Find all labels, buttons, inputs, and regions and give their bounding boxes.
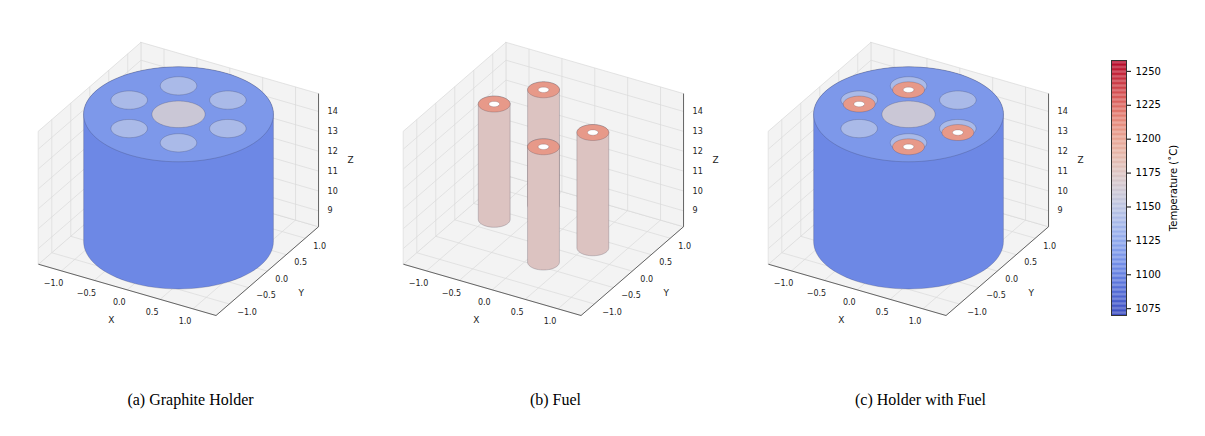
- svg-text:−0.5: −0.5: [986, 291, 1005, 300]
- svg-text:13: 13: [1058, 127, 1068, 136]
- svg-text:1.0: 1.0: [909, 317, 922, 326]
- svg-text:Z: Z: [712, 155, 718, 165]
- svg-text:0.0: 0.0: [113, 298, 126, 307]
- svg-text:0.5: 0.5: [146, 308, 159, 317]
- svg-text:1.0: 1.0: [179, 317, 192, 326]
- svg-text:0.0: 0.0: [843, 298, 856, 307]
- svg-text:0.5: 0.5: [294, 258, 307, 267]
- svg-text:1125: 1125: [1136, 235, 1161, 246]
- svg-text:−0.5: −0.5: [621, 291, 640, 300]
- svg-text:0.5: 0.5: [659, 258, 672, 267]
- svg-text:1100: 1100: [1136, 269, 1161, 280]
- svg-text:X: X: [473, 315, 479, 325]
- svg-text:11: 11: [693, 167, 703, 176]
- svg-text:−0.5: −0.5: [77, 289, 96, 298]
- svg-text:1225: 1225: [1136, 99, 1161, 110]
- svg-text:0.5: 0.5: [511, 308, 524, 317]
- svg-text:0.5: 0.5: [876, 308, 889, 317]
- svg-text:14: 14: [1058, 107, 1068, 116]
- svg-text:Z: Z: [1077, 155, 1083, 165]
- html-text:(c) Holder with Fuel: (c) Holder with Fuel: [855, 391, 986, 408]
- svg-text:10: 10: [693, 187, 703, 196]
- svg-text:10: 10: [1058, 187, 1068, 196]
- svg-text:12: 12: [328, 147, 338, 156]
- svg-text:1250: 1250: [1136, 66, 1161, 77]
- svg-text:1.0: 1.0: [1043, 242, 1056, 251]
- svg-text:0.0: 0.0: [275, 275, 288, 284]
- svg-text:1175: 1175: [1136, 167, 1161, 178]
- svg-text:−1.0: −1.0: [44, 279, 63, 288]
- html-text:(b) Fuel: (b) Fuel: [529, 391, 581, 408]
- svg-text:−1.0: −1.0: [237, 308, 256, 317]
- svg-text:9: 9: [1058, 206, 1063, 215]
- svg-text:0.5: 0.5: [1024, 258, 1037, 267]
- svg-text:14: 14: [328, 107, 338, 116]
- svg-text:12: 12: [693, 147, 703, 156]
- svg-text:−0.5: −0.5: [256, 291, 275, 300]
- svg-text:9: 9: [328, 206, 333, 215]
- svg-text:12: 12: [1058, 147, 1068, 156]
- svg-text:Y: Y: [1028, 288, 1035, 298]
- svg-text:0.0: 0.0: [1005, 275, 1018, 284]
- svg-text:1150: 1150: [1136, 201, 1161, 212]
- svg-text:9: 9: [693, 206, 698, 215]
- html-text:(a) Graphite Holder: (a) Graphite Holder: [127, 391, 254, 408]
- svg-text:11: 11: [328, 167, 338, 176]
- svg-text:1.0: 1.0: [313, 242, 326, 251]
- svg-text:0.0: 0.0: [478, 298, 491, 307]
- svg-text:−1.0: −1.0: [967, 308, 986, 317]
- svg-text:1.0: 1.0: [678, 242, 691, 251]
- svg-text:1075: 1075: [1136, 303, 1161, 314]
- svg-text:11: 11: [1058, 167, 1068, 176]
- svg-text:10: 10: [328, 187, 338, 196]
- svg-text:Z: Z: [347, 155, 353, 165]
- svg-text:1.0: 1.0: [544, 317, 557, 326]
- svg-text:−1.0: −1.0: [602, 308, 621, 317]
- svg-text:−0.5: −0.5: [807, 289, 826, 298]
- svg-text:14: 14: [693, 107, 703, 116]
- svg-text:X: X: [108, 315, 114, 325]
- svg-text:Y: Y: [663, 288, 670, 298]
- svg-text:13: 13: [328, 127, 338, 136]
- svg-text:X: X: [838, 315, 844, 325]
- svg-text:1200: 1200: [1136, 133, 1161, 144]
- svg-text:−1.0: −1.0: [409, 279, 428, 288]
- svg-text:Y: Y: [298, 288, 305, 298]
- svg-text:Temperature (˚C): Temperature (˚C): [1168, 145, 1179, 232]
- svg-text:−0.5: −0.5: [442, 289, 461, 298]
- svg-text:0.0: 0.0: [640, 275, 653, 284]
- svg-text:13: 13: [693, 127, 703, 136]
- svg-text:−1.0: −1.0: [774, 279, 793, 288]
